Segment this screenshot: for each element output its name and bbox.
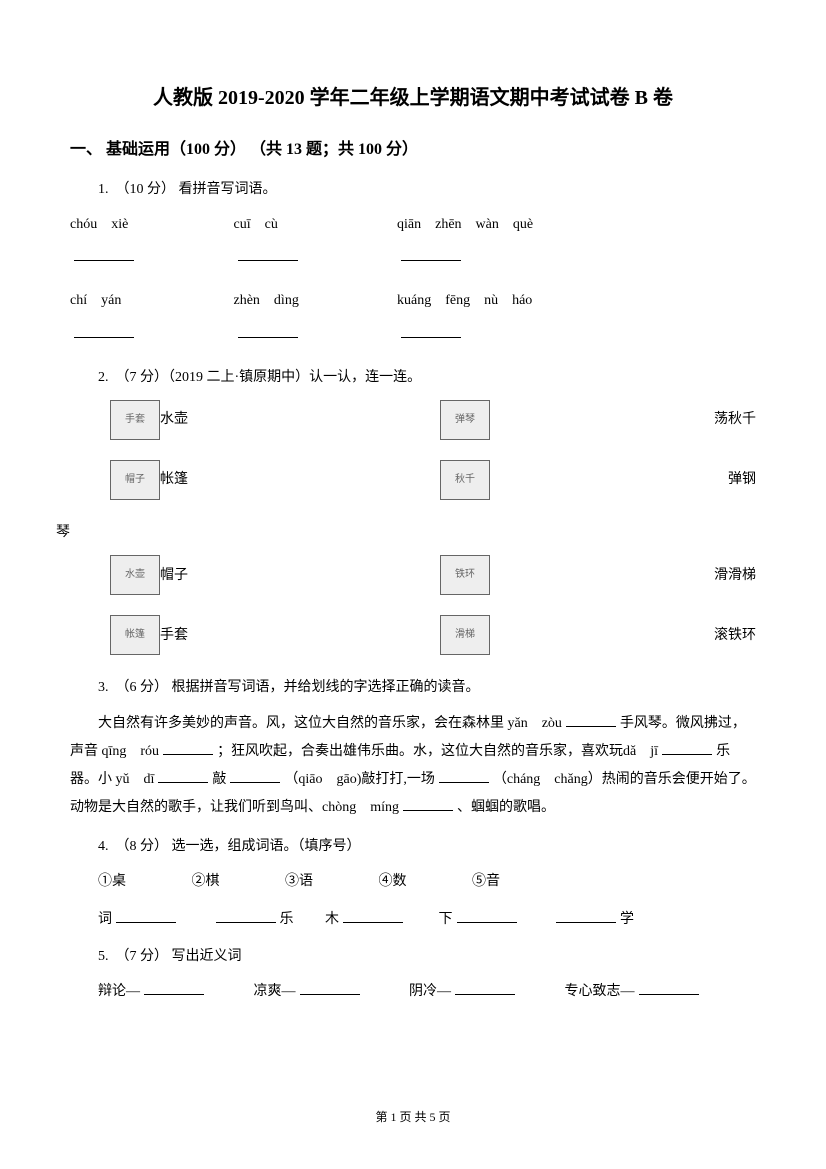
blank[interactable] [343, 922, 403, 923]
q3-text: 、蝈蝈的歌唱。 [457, 800, 555, 815]
option: ③语 [285, 869, 375, 894]
match-right-label: 荡秋千 [490, 407, 756, 432]
blank[interactable] [455, 994, 515, 995]
option: ⑤音 [472, 869, 562, 894]
fill-item: 凉爽— [254, 984, 296, 999]
q1-r1-c: qiān zhēn wàn què [397, 212, 597, 237]
blank[interactable] [158, 782, 208, 783]
match-row: 水壶 帽子 铁环 滑滑梯 [70, 555, 756, 595]
image-tent: 帐篷 [110, 615, 160, 655]
blank[interactable] [439, 782, 489, 783]
image-hoop: 铁环 [440, 555, 490, 595]
q1-r1-a: chóu xiè [70, 212, 230, 237]
blank[interactable] [662, 754, 712, 755]
q3-header: 3. （6 分） 根据拼音写词语，并给划线的字选择正确的读音。 [70, 675, 756, 700]
blank[interactable] [238, 260, 298, 261]
q4-fill-row: 词 乐 木 下 学 [70, 907, 756, 932]
q1-header: 1. （10 分） 看拼音写词语。 [70, 177, 756, 202]
option: ④数 [379, 869, 469, 894]
match-row: 手套 水壶 弹琴 荡秋千 [70, 400, 756, 440]
blank[interactable] [74, 337, 134, 338]
match-left-label: 手套 [160, 623, 440, 648]
fill-item: 下 [439, 912, 453, 927]
blank[interactable] [401, 337, 461, 338]
q3-text: 大自然有许多美妙的声音。风，这位大自然的音乐家，会在森林里 yǎn zòu [98, 716, 562, 731]
match-left-label: 水壶 [160, 407, 440, 432]
image-hat: 帽子 [110, 460, 160, 500]
section-number: 一、 [70, 141, 102, 158]
q2-header: 2. （7 分）（2019 二上·镇原期中）认一认，连一连。 [70, 365, 756, 390]
blank[interactable] [300, 994, 360, 995]
q4-options: ①桌 ②棋 ③语 ④数 ⑤音 [70, 869, 756, 894]
section-detail: （共 13 题；共 100 分） [250, 141, 418, 158]
page-footer: 第 1 页 共 5 页 [0, 1107, 826, 1129]
q3-paragraph: 大自然有许多美妙的声音。风，这位大自然的音乐家，会在森林里 yǎn zòu手风琴… [70, 710, 756, 822]
page-title: 人教版 2019-2020 学年二年级上学期语文期中考试试卷 B 卷 [70, 80, 756, 116]
blank[interactable] [457, 922, 517, 923]
blank[interactable] [116, 922, 176, 923]
q1-r2-b: zhèn dìng [234, 288, 394, 313]
image-slide: 滑梯 [440, 615, 490, 655]
match-right-label: 滑滑梯 [490, 563, 756, 588]
fill-item: 词 [98, 912, 112, 927]
blank[interactable] [403, 810, 453, 811]
q1-pinyin-row2: chí yán zhèn dìng kuáng fēng nù háo [70, 288, 756, 313]
q3-text: （qiāo gāo)敲打打,一场 [284, 772, 434, 787]
blank[interactable] [163, 754, 213, 755]
match-row: 帐篷 手套 滑梯 滚铁环 [70, 615, 756, 655]
option: ①桌 [98, 869, 188, 894]
q1-r1-b: cuī cù [234, 212, 394, 237]
fill-item: 辩论— [98, 984, 140, 999]
match-right-label: 弹钢 [490, 467, 756, 492]
q5-fill-row: 辩论— 凉爽— 阴冷— 专心致志— [70, 979, 756, 1004]
q1-blank-row1 [70, 245, 756, 270]
image-gloves: 手套 [110, 400, 160, 440]
q5-header: 5. （7 分） 写出近义词 [70, 944, 756, 969]
section-name: 基础运用（100 分） [106, 141, 246, 158]
q1-r2-a: chí yán [70, 288, 230, 313]
blank[interactable] [401, 260, 461, 261]
option: ②棋 [192, 869, 282, 894]
blank[interactable] [566, 726, 616, 727]
q1-r2-c: kuáng fēng nù háo [397, 288, 597, 313]
blank[interactable] [238, 337, 298, 338]
blank[interactable] [144, 994, 204, 995]
blank[interactable] [556, 922, 616, 923]
fill-item: 专心致志— [565, 984, 635, 999]
blank[interactable] [216, 922, 276, 923]
match-left-label: 帽子 [160, 563, 440, 588]
fill-item: 阴冷— [409, 984, 451, 999]
match-left-label: 帐篷 [160, 467, 440, 492]
q1-blank-row2 [70, 322, 756, 347]
q3-text: ；狂风吹起，合奏出雄伟乐曲。水，这位大自然的音乐家，喜欢玩dǎ jī [217, 744, 658, 759]
fill-item: 木 [325, 912, 339, 927]
match-row: 帽子 帐篷 秋千 弹钢 [70, 460, 756, 500]
q4-header: 4. （8 分） 选一选，组成词语。（填序号） [70, 834, 756, 859]
image-swing: 秋千 [440, 460, 490, 500]
q1-pinyin-row1: chóu xiè cuī cù qiān zhēn wàn què [70, 212, 756, 237]
q3-text: 敲 [212, 772, 226, 787]
fill-item: 乐 [280, 912, 294, 927]
image-kettle: 水壶 [110, 555, 160, 595]
blank[interactable] [639, 994, 699, 995]
image-piano: 弹琴 [440, 400, 490, 440]
match-right-label: 滚铁环 [490, 623, 756, 648]
extra-char: 琴 [56, 520, 756, 545]
section-header: 一、 基础运用（100 分） （共 13 题；共 100 分） [70, 136, 756, 165]
blank[interactable] [74, 260, 134, 261]
blank[interactable] [230, 782, 280, 783]
fill-item: 学 [620, 912, 634, 927]
